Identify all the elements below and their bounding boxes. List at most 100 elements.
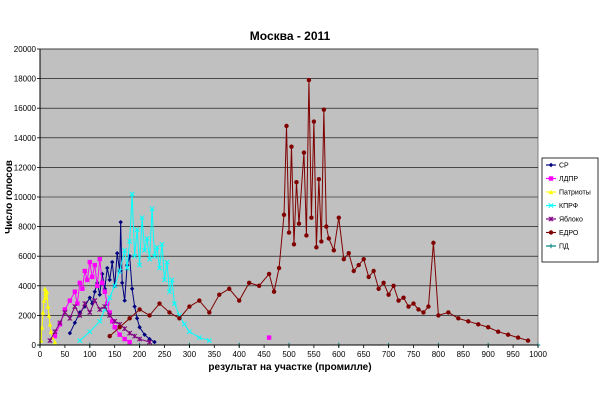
data-point <box>87 259 92 265</box>
data-point <box>271 289 277 294</box>
data-point <box>304 233 309 238</box>
legend-label: ЛДПР <box>559 176 578 183</box>
data-point <box>97 256 102 262</box>
data-point <box>466 319 471 324</box>
data-point <box>197 298 202 303</box>
x-tick-label: 900 <box>482 350 496 359</box>
data-point <box>366 274 371 280</box>
legend-label: ЕДРО <box>559 230 579 237</box>
y-tick-label: 18000 <box>14 75 37 84</box>
data-point <box>44 289 50 294</box>
data-point <box>486 325 491 330</box>
y-tick-label: 10000 <box>14 193 37 202</box>
x-tick-label: 950 <box>506 350 520 359</box>
data-point <box>87 295 92 300</box>
y-tick-label: 8000 <box>18 223 36 232</box>
data-point <box>110 259 115 265</box>
data-point <box>107 310 112 315</box>
y-tick-label: 2000 <box>18 311 36 320</box>
x-tick-label: 50 <box>60 350 69 359</box>
data-point <box>67 298 73 303</box>
data-point <box>137 336 143 342</box>
series-4 <box>47 298 153 345</box>
data-point <box>164 259 170 265</box>
data-point <box>47 338 53 344</box>
data-point <box>301 150 307 155</box>
data-point <box>147 256 153 262</box>
data-point <box>47 322 53 327</box>
data-point <box>309 215 314 220</box>
data-point <box>152 339 157 345</box>
data-point <box>386 292 391 297</box>
data-point <box>75 301 80 306</box>
data-point <box>80 286 85 291</box>
data-point <box>371 268 376 274</box>
series-layer <box>37 77 541 348</box>
data-point <box>356 262 361 268</box>
data-point <box>147 336 152 342</box>
data-point <box>411 301 416 306</box>
data-point <box>127 238 133 244</box>
legend-marker <box>548 189 554 195</box>
x-tick-label: 300 <box>183 350 197 359</box>
data-point <box>124 265 130 271</box>
data-point <box>122 247 128 253</box>
legend-entry-0: СР <box>546 163 569 170</box>
data-point <box>102 303 108 310</box>
data-point <box>52 329 58 335</box>
x-tick-label: 550 <box>307 350 321 359</box>
legend-marker <box>548 176 554 181</box>
axes: 0200040006000800010000120001400016000180… <box>14 45 548 359</box>
x-tick-label: 750 <box>407 350 421 359</box>
data-point <box>57 320 63 326</box>
data-point <box>48 329 54 334</box>
x-tick-label: 0 <box>38 350 43 359</box>
data-point <box>169 277 175 283</box>
chart-title: Москва - 2011 <box>250 29 331 43</box>
legend-entry-3: КПРФ <box>546 202 578 210</box>
data-point <box>100 280 105 286</box>
legend-label: СР <box>559 163 569 170</box>
data-point <box>137 262 143 268</box>
legend-label: ПД <box>559 244 569 251</box>
data-point <box>77 312 83 318</box>
data-point <box>431 240 436 246</box>
data-point <box>134 227 140 233</box>
data-point <box>129 191 135 197</box>
x-tick-label: 150 <box>108 350 122 359</box>
data-point <box>147 339 153 345</box>
y-axis-title: Число голосов <box>4 160 15 234</box>
x-tick-label: 850 <box>457 350 471 359</box>
data-point <box>186 329 192 335</box>
data-point <box>336 215 341 220</box>
data-point <box>505 332 511 337</box>
data-point <box>311 119 317 124</box>
data-point <box>151 253 158 259</box>
x-tick-label: 700 <box>382 350 396 359</box>
data-point <box>67 315 73 321</box>
data-point <box>118 219 123 225</box>
data-point <box>266 335 272 340</box>
data-point <box>127 316 132 321</box>
legend-marker <box>548 216 554 222</box>
legend-entry-4: Яблоко <box>546 216 583 224</box>
data-point <box>97 292 102 297</box>
data-point <box>82 268 88 274</box>
legend-label: КПРФ <box>559 203 578 210</box>
data-point <box>181 321 187 327</box>
data-point <box>77 338 83 344</box>
x-tick-label: 800 <box>432 350 446 359</box>
data-point <box>87 309 93 315</box>
data-point <box>127 339 132 345</box>
data-point <box>134 316 140 321</box>
data-point <box>114 251 120 256</box>
data-point <box>406 304 411 309</box>
x-tick-label: 400 <box>233 350 247 359</box>
data-point <box>107 277 112 283</box>
legend-entry-5: ЕДРО <box>546 230 579 237</box>
x-tick-label: 650 <box>357 350 371 359</box>
data-point <box>142 247 148 253</box>
data-point <box>102 289 107 294</box>
data-point <box>112 325 117 330</box>
